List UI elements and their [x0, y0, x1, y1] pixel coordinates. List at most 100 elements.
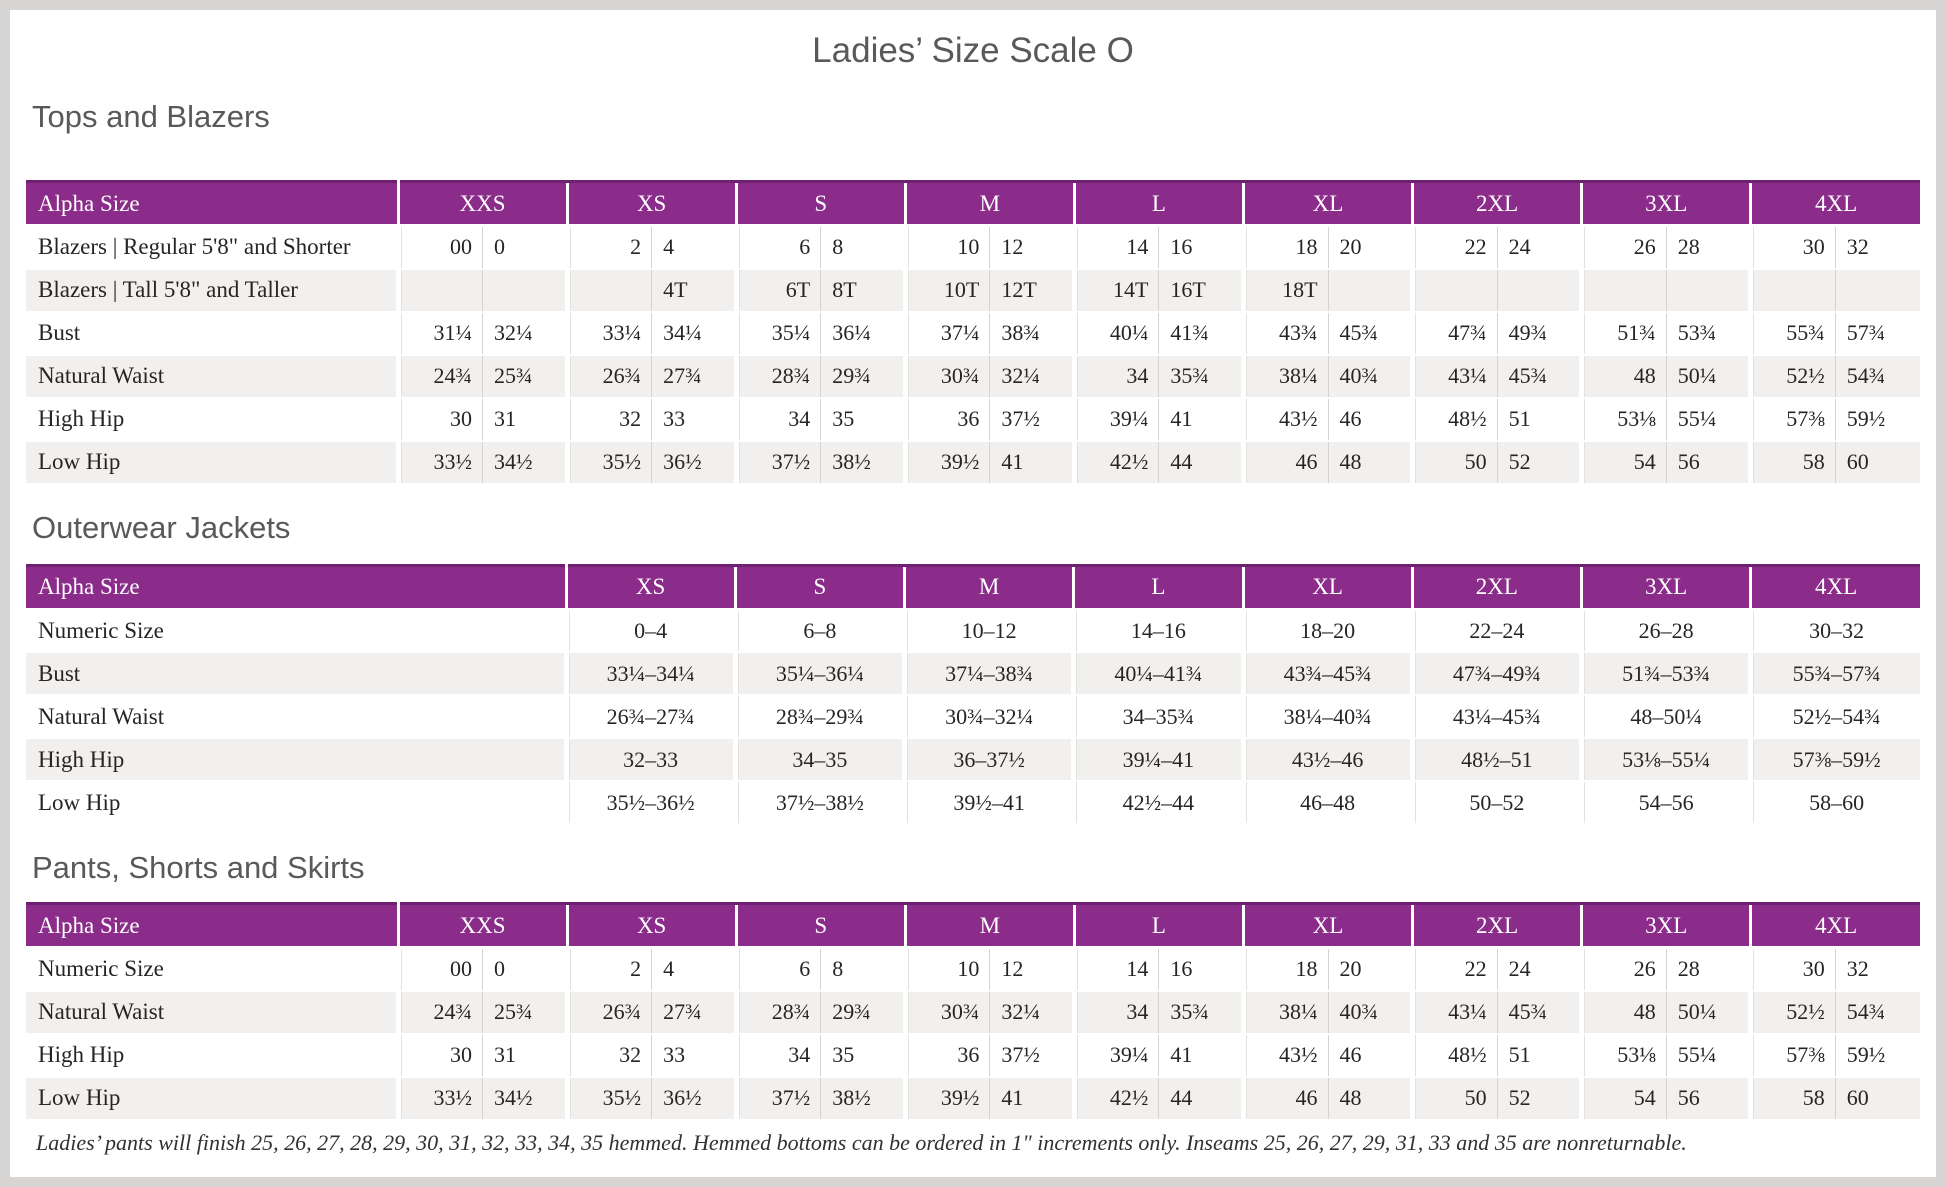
row-label: Natural Waist — [26, 354, 401, 399]
size-cell: 43½ — [1240, 397, 1329, 442]
column-header-m: M — [903, 180, 1075, 227]
size-cell: 46 — [1240, 1076, 1329, 1121]
size-cell: 37¼ — [902, 311, 990, 356]
size-cell: 2 — [564, 947, 652, 992]
size-cell: 18–20 — [1240, 609, 1413, 653]
size-cell: 45¾ — [1496, 990, 1582, 1035]
size-cell: 39½ — [902, 440, 990, 485]
column-header-xs: XS — [564, 563, 736, 611]
column-header-xl: XL — [1241, 563, 1413, 611]
size-cell: 40¼–41¾ — [1071, 652, 1243, 696]
size-cell: 4 — [651, 947, 737, 992]
size-cell: 29¾ — [820, 990, 906, 1035]
row-label: High Hip — [26, 1033, 401, 1078]
size-cell: 43¼ — [1410, 354, 1498, 399]
size-cell: 55¼ — [1665, 397, 1751, 442]
size-cell: 52 — [1496, 1076, 1582, 1121]
size-cell: 24¾ — [395, 354, 483, 399]
size-cell: 48 — [1579, 354, 1667, 399]
size-cell: 33¼ — [564, 311, 652, 356]
size-cell: 2 — [564, 225, 652, 270]
size-cell: 54 — [1579, 440, 1667, 485]
size-cell: 37½ — [733, 1076, 821, 1121]
size-cell: 32¼ — [482, 311, 568, 356]
size-cell: 41 — [1158, 397, 1244, 442]
size-cell: 57⅜–59½ — [1748, 738, 1920, 782]
size-cell: 35¼ — [733, 311, 821, 356]
table-row: Natural Waist 26¾–27¾ 28¾–29¾ 30¾–32¼ 34–35¾… — [26, 695, 1920, 739]
size-cell: 26–28 — [1578, 609, 1751, 653]
size-cell: 44 — [1158, 440, 1244, 485]
corner-header: Alpha Size — [26, 563, 568, 611]
size-cell: 14 — [1071, 225, 1159, 270]
section-tops-and-blazers: Tops and Blazers Alpha Size XXS XS S M L XL 2XL… — [26, 96, 1920, 485]
size-cell: 14 — [1071, 947, 1159, 992]
table-row: Numeric Size 00 0 2 4 6 8 10 12 14 16 18 20 22 24 26 28 3… — [26, 947, 1920, 992]
column-header-2xl: 2XL — [1411, 902, 1582, 949]
table-row: High Hip 30 31 32 33 34 35 36 37½ 39¼ 41 43½ 46 48½ 51… — [26, 397, 1920, 442]
size-cell: 39½ — [902, 1076, 990, 1121]
size-cell: 22 — [1410, 225, 1498, 270]
size-cell — [1579, 268, 1667, 313]
size-cell: 50–52 — [1409, 781, 1582, 825]
size-cell: 49¾ — [1496, 311, 1582, 356]
size-cell: 10 — [902, 225, 990, 270]
size-cell: 34–35¾ — [1071, 695, 1243, 739]
size-cell: 56 — [1665, 1076, 1751, 1121]
column-header-l: L — [1072, 902, 1244, 949]
size-cell: 42½ — [1071, 1076, 1159, 1121]
size-cell: 10–12 — [901, 609, 1074, 653]
size-cell: 32 — [564, 397, 652, 442]
corner-header: Alpha Size — [26, 902, 400, 949]
column-header-xl: XL — [1241, 902, 1413, 949]
size-cell: 50¼ — [1665, 990, 1751, 1035]
size-cell: 30 — [395, 1033, 483, 1078]
size-cell: 33½ — [395, 440, 483, 485]
size-cell: 6T — [733, 268, 821, 313]
size-cell: 38¼–40¾ — [1240, 695, 1413, 739]
size-cell: 14–16 — [1071, 609, 1243, 653]
section-heading: Outerwear Jackets — [32, 509, 291, 545]
size-cell: 34½ — [482, 440, 568, 485]
size-cell: 24¾ — [395, 990, 483, 1035]
size-cell: 50¼ — [1665, 354, 1751, 399]
size-cell: 35 — [820, 1033, 906, 1078]
size-cell: 47¾ — [1410, 311, 1498, 356]
row-label: Bust — [26, 311, 401, 356]
column-header-l: L — [1072, 180, 1244, 227]
size-cell: 18T — [1240, 268, 1329, 313]
size-cell: 6 — [733, 225, 821, 270]
size-cell: 42½–44 — [1071, 781, 1243, 825]
page-title: Ladies’ Size Scale O — [812, 31, 1134, 70]
size-cell: 8T — [820, 268, 906, 313]
size-cell: 28 — [1665, 225, 1751, 270]
size-cell: 43¼ — [1410, 990, 1498, 1035]
column-header-4xl: 4XL — [1749, 902, 1920, 949]
size-cell: 34 — [733, 397, 821, 442]
size-cell: 57⅜ — [1748, 397, 1836, 442]
size-cell: 54¾ — [1834, 990, 1920, 1035]
size-cell: 20 — [1327, 225, 1413, 270]
size-cell: 58–60 — [1748, 781, 1920, 825]
size-cell: 18 — [1240, 225, 1329, 270]
column-header-s: S — [733, 563, 905, 611]
size-cell — [564, 268, 652, 313]
size-cell: 46–48 — [1240, 781, 1413, 825]
size-cell: 39¼ — [1071, 1033, 1159, 1078]
size-cell: 48½ — [1410, 397, 1498, 442]
size-cell: 41 — [989, 440, 1075, 485]
size-cell: 42½ — [1071, 440, 1159, 485]
size-cell: 34½ — [482, 1076, 568, 1121]
size-cell: 48 — [1327, 1076, 1413, 1121]
size-cell: 37½ — [989, 397, 1075, 442]
size-cell: 40¾ — [1327, 354, 1413, 399]
size-cell: 12T — [989, 268, 1075, 313]
size-cell: 25¾ — [482, 354, 568, 399]
section-heading: Pants, Shorts and Skirts — [32, 850, 365, 885]
column-header-xl: XL — [1241, 180, 1413, 227]
row-label: High Hip — [26, 397, 401, 442]
tops-and-blazers-table-host: Alpha Size XXS XS S M L XL 2XL 3XL 4XL Blazers | R… — [26, 180, 1920, 485]
size-cell: 43½ — [1240, 1033, 1329, 1078]
size-cell: 50 — [1410, 440, 1498, 485]
size-cell: 24 — [1496, 225, 1582, 270]
